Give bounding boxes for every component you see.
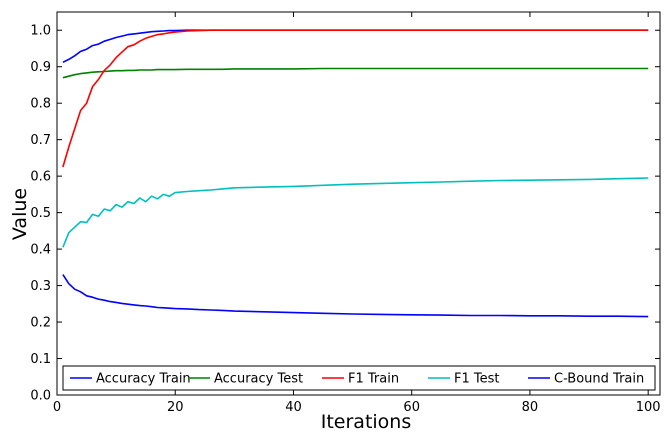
series-line-4: [62, 274, 649, 318]
legend-label: Accuracy Train: [96, 372, 191, 387]
x-tick-label: 40: [285, 400, 302, 415]
y-tick-label: 1.0: [30, 24, 51, 39]
x-tick-label: 0: [53, 400, 61, 415]
y-tick-label: 0.2: [30, 316, 51, 331]
plot-frame: [56, 11, 661, 396]
legend: Accuracy Train Accuracy Test F1 Train F1 Te…: [62, 365, 656, 391]
y-tick-label: 0.4: [30, 243, 51, 258]
x-tick-label: 80: [522, 400, 539, 415]
x-tick-label: 60: [403, 400, 420, 415]
legend-label: F1 Test: [454, 372, 499, 387]
series-layer: [62, 29, 649, 318]
y-tick-label: 0.3: [30, 279, 51, 294]
series-line-3: [62, 177, 649, 248]
y-tick-label: 0.0: [30, 389, 51, 404]
series-line-2: [62, 29, 649, 168]
y-tick-label: 0.1: [30, 352, 51, 367]
x-axis-title: Iterations: [321, 411, 412, 433]
y-tick-label: 0.7: [30, 133, 51, 148]
x-tick-label: 100: [636, 400, 661, 415]
legend-label: F1 Train: [348, 372, 399, 387]
y-tick-label: 0.6: [30, 170, 51, 185]
y-tick-label: 0.8: [30, 97, 51, 112]
y-tick-label: 0.5: [30, 206, 51, 221]
plot-background: [57, 12, 660, 395]
legend-box: [62, 365, 656, 391]
y-axis-title: Value: [9, 188, 31, 240]
y-tick-label: 0.9: [30, 60, 51, 75]
tick-layer: 0 20 40 60 80 100 0.0 0.1 0.2 0.3 0.4 0.5 0.6 0.7 0.8 0…: [30, 12, 661, 415]
series-line-1: [62, 67, 649, 79]
legend-label: Accuracy Test: [214, 372, 303, 387]
legend-label: C-Bound Train: [554, 372, 644, 387]
x-tick-label: 20: [167, 400, 184, 415]
